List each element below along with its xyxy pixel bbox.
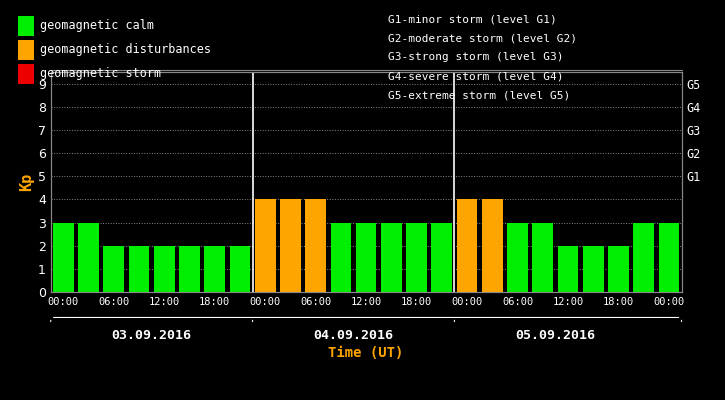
Bar [78,222,99,292]
Text: G1-minor storm (level G1): G1-minor storm (level G1) [388,14,557,24]
Text: 03.09.2016: 03.09.2016 [112,329,191,342]
Bar [381,222,402,292]
Text: G3-strong storm (level G3): G3-strong storm (level G3) [388,52,563,62]
Bar [583,246,603,292]
Bar [53,222,74,292]
Bar [179,246,200,292]
Bar [129,246,149,292]
Text: geomagnetic calm: geomagnetic calm [40,20,154,32]
Bar [280,199,301,292]
Text: geomagnetic storm: geomagnetic storm [40,68,161,80]
Bar [634,222,654,292]
Bar [431,222,452,292]
Bar [104,246,124,292]
Bar [608,246,629,292]
Bar [482,199,502,292]
Bar [356,222,376,292]
Text: G5-extreme storm (level G5): G5-extreme storm (level G5) [388,91,570,101]
Bar [507,222,528,292]
Text: 04.09.2016: 04.09.2016 [313,329,394,342]
Bar [255,199,276,292]
Bar [457,199,477,292]
Text: 05.09.2016: 05.09.2016 [515,329,595,342]
Bar [204,246,225,292]
Bar [305,199,326,292]
Bar [406,222,427,292]
Text: G2-moderate storm (level G2): G2-moderate storm (level G2) [388,33,577,43]
Bar [558,246,579,292]
Bar [532,222,553,292]
Text: Time (UT): Time (UT) [328,346,404,360]
Text: geomagnetic disturbances: geomagnetic disturbances [40,44,211,56]
Bar [154,246,175,292]
Bar [230,246,250,292]
Y-axis label: Kp: Kp [19,173,34,191]
Bar [331,222,351,292]
Bar [658,222,679,292]
Text: G4-severe storm (level G4): G4-severe storm (level G4) [388,72,563,82]
